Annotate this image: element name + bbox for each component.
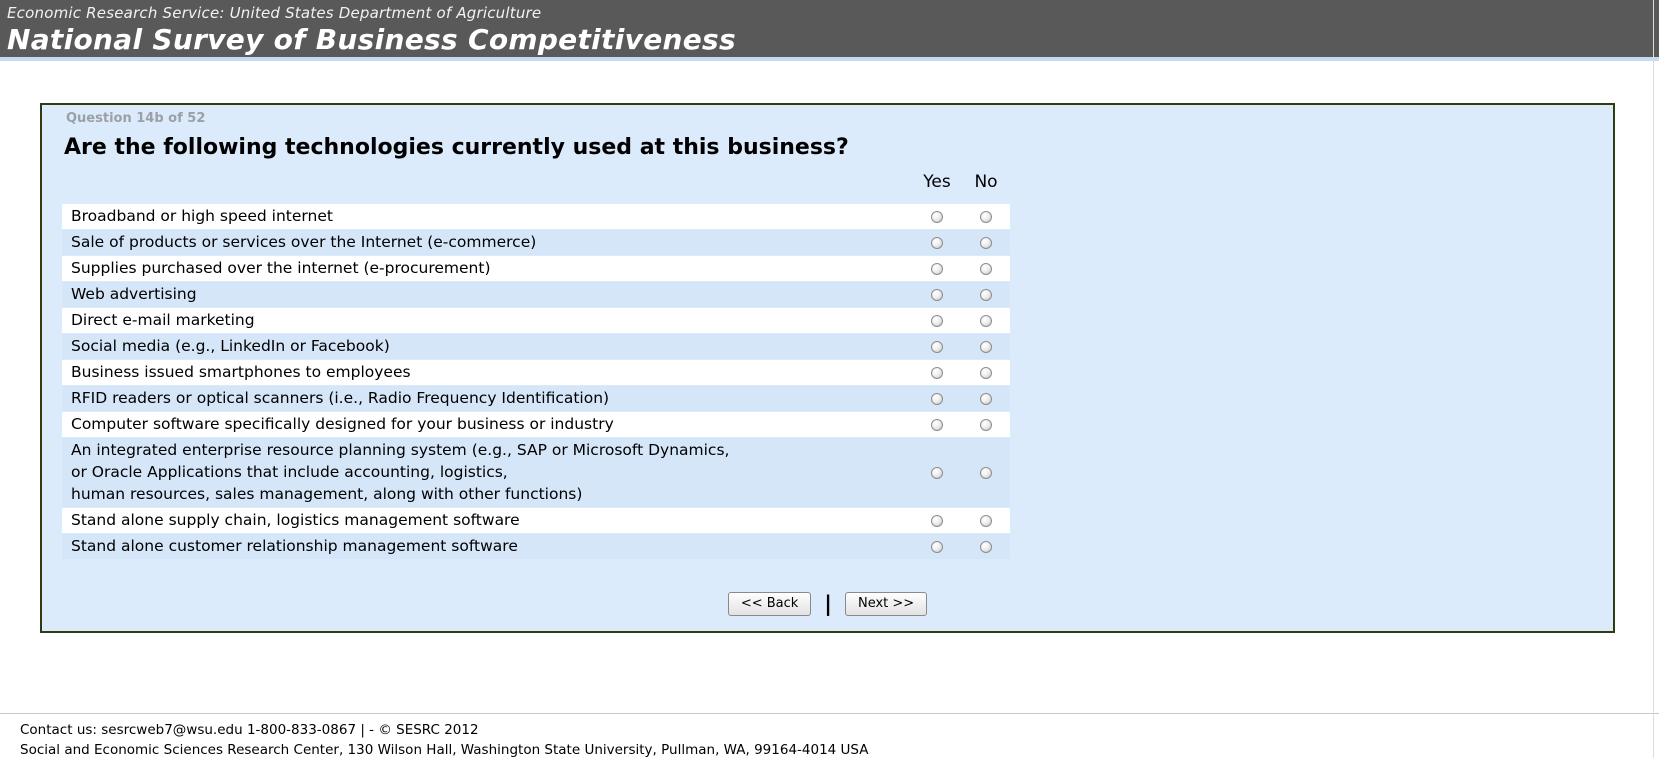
table-row: Supplies purchased over the internet (e-… bbox=[62, 256, 1010, 281]
radio-yes[interactable] bbox=[930, 236, 943, 249]
yes-cell bbox=[912, 466, 961, 479]
yes-cell bbox=[912, 418, 961, 431]
no-cell bbox=[961, 236, 1010, 249]
column-headers: Yes No bbox=[62, 172, 1010, 196]
table-row: Web advertising bbox=[62, 282, 1010, 307]
page-header: Economic Research Service: United States… bbox=[0, 0, 1659, 57]
row-label: RFID readers or optical scanners (i.e., … bbox=[71, 389, 610, 407]
yes-cell bbox=[912, 540, 961, 553]
agency-line: Economic Research Service: United States… bbox=[7, 4, 542, 22]
row-label: Stand alone customer relationship manage… bbox=[71, 537, 518, 555]
no-cell bbox=[961, 288, 1010, 301]
no-cell bbox=[961, 466, 1010, 479]
row-label: An integrated enterprise resource planni… bbox=[71, 441, 730, 503]
no-column-header: No bbox=[974, 172, 998, 192]
question-progress-label: Question 14b of 52 bbox=[66, 111, 206, 126]
page-footer: Contact us: sesrcweb7@wsu.edu 1-800-833-… bbox=[0, 713, 1659, 758]
radio-yes[interactable] bbox=[930, 392, 943, 405]
next-button[interactable]: Next >> bbox=[844, 592, 928, 616]
no-cell bbox=[961, 366, 1010, 379]
technology-table: Yes No Broadband or high speed internet S… bbox=[62, 172, 1010, 559]
table-row: Direct e-mail marketing bbox=[62, 308, 1010, 333]
yes-cell bbox=[912, 366, 961, 379]
table-row: Social media (e.g., LinkedIn or Facebook… bbox=[62, 334, 1010, 359]
radio-no[interactable] bbox=[979, 288, 992, 301]
table-row: Broadband or high speed internet bbox=[62, 204, 1010, 229]
radio-yes[interactable] bbox=[930, 314, 943, 327]
row-label: Social media (e.g., LinkedIn or Facebook… bbox=[71, 337, 390, 355]
radio-no[interactable] bbox=[979, 540, 992, 553]
radio-no[interactable] bbox=[979, 514, 992, 527]
radio-yes[interactable] bbox=[930, 340, 943, 353]
row-label: Computer software specifically designed … bbox=[71, 415, 614, 433]
radio-yes[interactable] bbox=[930, 418, 943, 431]
radio-no[interactable] bbox=[979, 466, 992, 479]
table-row: Stand alone customer relationship manage… bbox=[62, 534, 1010, 559]
no-cell bbox=[961, 262, 1010, 275]
row-label: Direct e-mail marketing bbox=[71, 311, 255, 329]
no-cell bbox=[961, 392, 1010, 405]
radio-no[interactable] bbox=[979, 340, 992, 353]
footer-contact-line: Contact us: sesrcweb7@wsu.edu 1-800-833-… bbox=[20, 722, 479, 738]
no-cell bbox=[961, 540, 1010, 553]
radio-yes[interactable] bbox=[930, 540, 943, 553]
radio-no[interactable] bbox=[979, 236, 992, 249]
table-row: Sale of products or services over the In… bbox=[62, 230, 1010, 255]
table-row: Computer software specifically designed … bbox=[62, 412, 1010, 437]
no-cell bbox=[961, 210, 1010, 223]
yes-cell bbox=[912, 340, 961, 353]
radio-no[interactable] bbox=[979, 366, 992, 379]
radio-yes[interactable] bbox=[930, 210, 943, 223]
radio-no[interactable] bbox=[979, 418, 992, 431]
no-cell bbox=[961, 418, 1010, 431]
radio-no[interactable] bbox=[979, 392, 992, 405]
yes-cell bbox=[912, 514, 961, 527]
yes-cell bbox=[912, 392, 961, 405]
row-label: Sale of products or services over the In… bbox=[71, 233, 537, 251]
tech-table-rows: Broadband or high speed internet Sale of … bbox=[62, 204, 1010, 559]
no-cell bbox=[961, 314, 1010, 327]
survey-title: National Survey of Business Competitiven… bbox=[7, 23, 736, 56]
back-button[interactable]: << Back bbox=[727, 592, 812, 616]
yes-column-header: Yes bbox=[923, 172, 951, 192]
radio-yes[interactable] bbox=[930, 514, 943, 527]
table-row: An integrated enterprise resource planni… bbox=[62, 438, 1010, 507]
radio-yes[interactable] bbox=[930, 366, 943, 379]
yes-cell bbox=[912, 236, 961, 249]
footer-address-line: Social and Economic Sciences Research Ce… bbox=[20, 742, 869, 758]
question-panel: Question 14b of 52 Are the following tec… bbox=[40, 103, 1615, 633]
radio-yes[interactable] bbox=[930, 288, 943, 301]
row-label: Stand alone supply chain, logistics mana… bbox=[71, 511, 520, 529]
row-label: Business issued smartphones to employees bbox=[71, 363, 411, 381]
question-title: Are the following technologies currently… bbox=[64, 135, 849, 160]
navigation-buttons: << Back | Next >> bbox=[42, 592, 1613, 616]
row-label: Web advertising bbox=[71, 285, 197, 303]
header-accent-strip bbox=[0, 57, 1659, 61]
row-label: Supplies purchased over the internet (e-… bbox=[71, 259, 491, 277]
button-separator: | bbox=[824, 591, 832, 616]
no-cell bbox=[961, 514, 1010, 527]
page-right-edge-line bbox=[1653, 0, 1654, 758]
yes-cell bbox=[912, 262, 961, 275]
yes-cell bbox=[912, 314, 961, 327]
table-row: RFID readers or optical scanners (i.e., … bbox=[62, 386, 1010, 411]
table-row: Stand alone supply chain, logistics mana… bbox=[62, 508, 1010, 533]
yes-cell bbox=[912, 210, 961, 223]
radio-yes[interactable] bbox=[930, 262, 943, 275]
radio-no[interactable] bbox=[979, 262, 992, 275]
table-row: Business issued smartphones to employees bbox=[62, 360, 1010, 385]
row-label: Broadband or high speed internet bbox=[71, 207, 333, 225]
radio-yes[interactable] bbox=[930, 466, 943, 479]
radio-no[interactable] bbox=[979, 210, 992, 223]
no-cell bbox=[961, 340, 1010, 353]
yes-cell bbox=[912, 288, 961, 301]
radio-no[interactable] bbox=[979, 314, 992, 327]
